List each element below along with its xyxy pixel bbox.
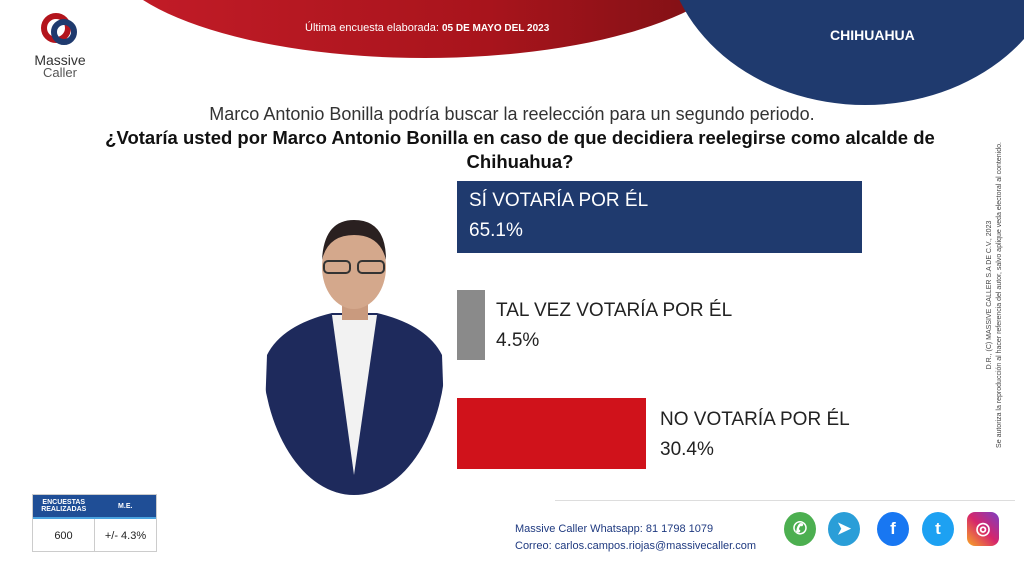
header-me: M.E. [118,502,133,510]
divider [555,500,1015,501]
state-name: CHIHUAHUA [830,27,915,43]
header-encuestas: ENCUESTAS REALIZADAS [41,499,87,513]
category-label: TAL VEZ VOTARÍA POR ÉL [496,300,733,321]
whatsapp-contact: Massive Caller Whatsapp: 81 1798 1079 [515,523,714,535]
question-text: ¿Votaría usted por Marco Antonio Bonilla… [105,127,935,172]
massive-caller-logo: Massive Caller [30,12,90,79]
bar-tal-vez [457,290,485,360]
survey-date: Última encuesta elaborada: 05 DE MAYO DE… [305,22,549,34]
value-me: +/- 4.3% [104,529,147,542]
legal-notice: D.R., (C) MASSIVE CALLER S.A DE C.V., 20… [985,115,1005,475]
value-label: 65.1% [469,220,523,241]
survey-stats-table: ENCUESTAS REALIZADAS M.E. 600 +/- 4.3% [32,494,157,552]
email-contact[interactable]: Correo: carlos.campos.riojas@massivecall… [515,540,757,552]
value-encuestas: 600 [33,519,95,552]
twitter-icon[interactable]: t [922,512,954,546]
whatsapp-icon[interactable]: ✆ [784,512,816,546]
value-label: 30.4% [660,439,714,460]
value-label: 4.5% [496,330,540,351]
label-tal-vez: TAL VEZ VOTARÍA POR ÉL 4.5% [496,296,732,356]
category-label: NO VOTARÍA POR ÉL [660,409,850,430]
logo-icon [41,13,77,45]
telegram-icon[interactable]: ➤ [828,512,860,546]
bar-no [457,398,647,469]
logo-text-1: Massive [34,52,86,68]
legal-line-1: D.R., (C) MASSIVE CALLER S.A DE C.V., 20… [986,220,993,370]
question-intro: Marco Antonio Bonilla podría buscar la r… [209,104,815,124]
instagram-icon[interactable]: ◎ [967,512,999,546]
facebook-icon[interactable]: f [877,512,909,546]
label-no: NO VOTARÍA POR ÉL 30.4% [660,405,850,465]
header-blue-circle [665,0,1024,105]
contact-info: Massive Caller Whatsapp: 81 1798 1079 Cor… [515,521,756,555]
legal-line-2: Se autoriza la reproducción al hacer ref… [996,142,1003,448]
bar-si [457,181,862,253]
date-value: 05 DE MAYO DEL 2023 [441,23,550,34]
label-si: SÍ VOTARÍA POR ÉL 65.1% [469,186,648,246]
category-label: SÍ VOTARÍA POR ÉL [469,190,649,211]
date-label: Última encuesta elaborada: [305,22,439,34]
candidate-photo [262,220,446,495]
logo-text-2: Caller [43,65,77,80]
